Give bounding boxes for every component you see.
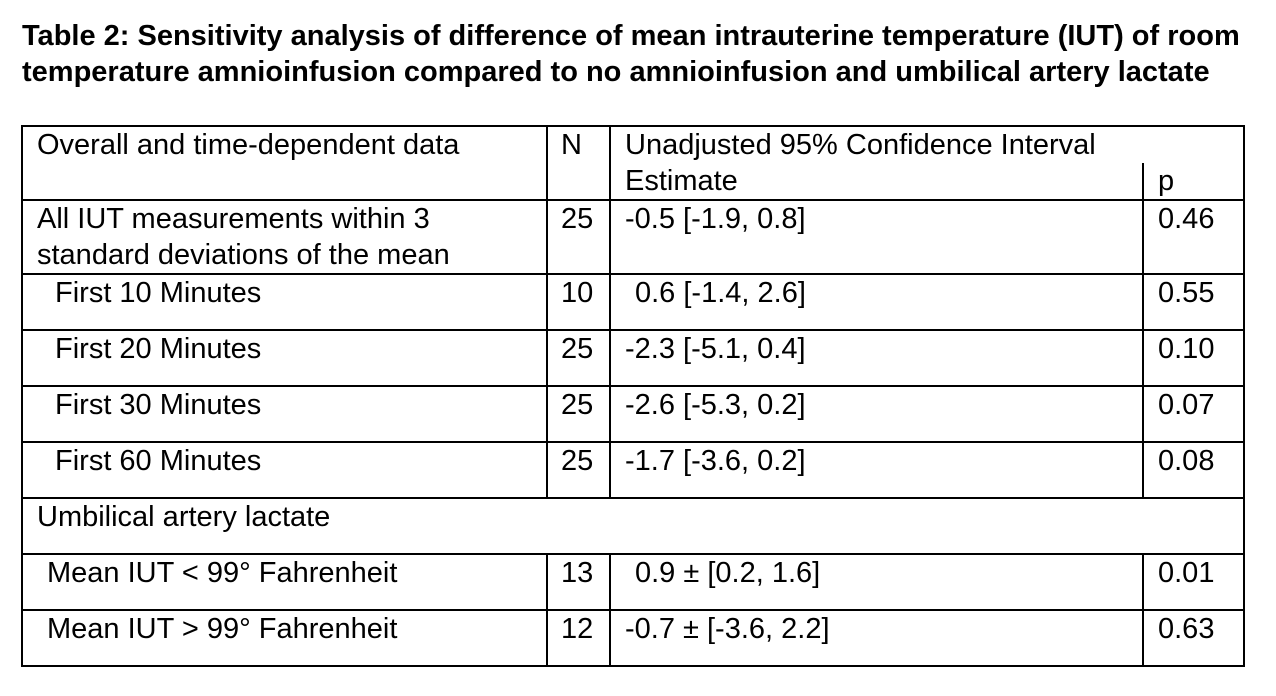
row-estimate: -0.7 ± [-3.6, 2.2] <box>609 609 1144 667</box>
row-n: 25 <box>546 385 611 443</box>
row-label: All IUT measurements within 3 standard d… <box>21 199 548 275</box>
sensitivity-table: Overall and time-dependent data N Unadju… <box>21 125 1245 667</box>
section-title: Umbilical artery lactate <box>21 497 1245 555</box>
row-p: 0.10 <box>1142 329 1245 387</box>
row-label: First 20 Minutes <box>21 329 548 387</box>
section-header-row: Umbilical artery lactate <box>21 497 1245 555</box>
table-row: All IUT measurements within 3 standard d… <box>21 199 1245 275</box>
row-estimate: -2.6 [-5.3, 0.2] <box>609 385 1144 443</box>
row-p: 0.07 <box>1142 385 1245 443</box>
row-n: 25 <box>546 329 611 387</box>
table-row: First 20 Minutes 25 -2.3 [-5.1, 0.4] 0.1… <box>21 329 1245 387</box>
table-row: First 10 Minutes 10 0.6 [-1.4, 2.6] 0.55 <box>21 273 1245 331</box>
row-label: Mean IUT < 99° Fahrenheit <box>21 553 548 611</box>
row-n: 25 <box>546 441 611 499</box>
row-estimate: -1.7 [-3.6, 0.2] <box>609 441 1144 499</box>
row-n: 10 <box>546 273 611 331</box>
table-row: First 60 Minutes 25 -1.7 [-3.6, 0.2] 0.0… <box>21 441 1245 499</box>
row-n: 13 <box>546 553 611 611</box>
row-label: First 60 Minutes <box>21 441 548 499</box>
row-n: 12 <box>546 609 611 667</box>
row-p: 0.55 <box>1142 273 1245 331</box>
header-estimate: Estimate <box>609 163 1144 201</box>
table-row: Mean IUT > 99° Fahrenheit 12 -0.7 ± [-3.… <box>21 609 1245 667</box>
row-p: 0.01 <box>1142 553 1245 611</box>
row-estimate: 0.6 [-1.4, 2.6] <box>609 273 1144 331</box>
row-p: 0.46 <box>1142 199 1245 275</box>
row-estimate: -2.3 [-5.1, 0.4] <box>609 329 1144 387</box>
row-p: 0.08 <box>1142 441 1245 499</box>
header-p: p <box>1142 163 1245 201</box>
header-confidence-interval: Unadjusted 95% Confidence Interval <box>609 125 1245 163</box>
table-caption: Table 2: Sensitivity analysis of differe… <box>22 20 1240 88</box>
row-label: First 10 Minutes <box>21 273 548 331</box>
row-estimate: 0.9 ± [0.2, 1.6] <box>609 553 1144 611</box>
row-estimate: -0.5 [-1.9, 0.8] <box>609 199 1144 275</box>
table-row: Mean IUT < 99° Fahrenheit 13 0.9 ± [0.2,… <box>21 553 1245 611</box>
header-overall-data: Overall and time-dependent data <box>21 125 548 201</box>
row-p: 0.63 <box>1142 609 1245 667</box>
header-n: N <box>546 125 611 201</box>
row-label: Mean IUT > 99° Fahrenheit <box>21 609 548 667</box>
table-row: First 30 Minutes 25 -2.6 [-5.3, 0.2] 0.0… <box>21 385 1245 443</box>
row-label: First 30 Minutes <box>21 385 548 443</box>
row-n: 25 <box>546 199 611 275</box>
